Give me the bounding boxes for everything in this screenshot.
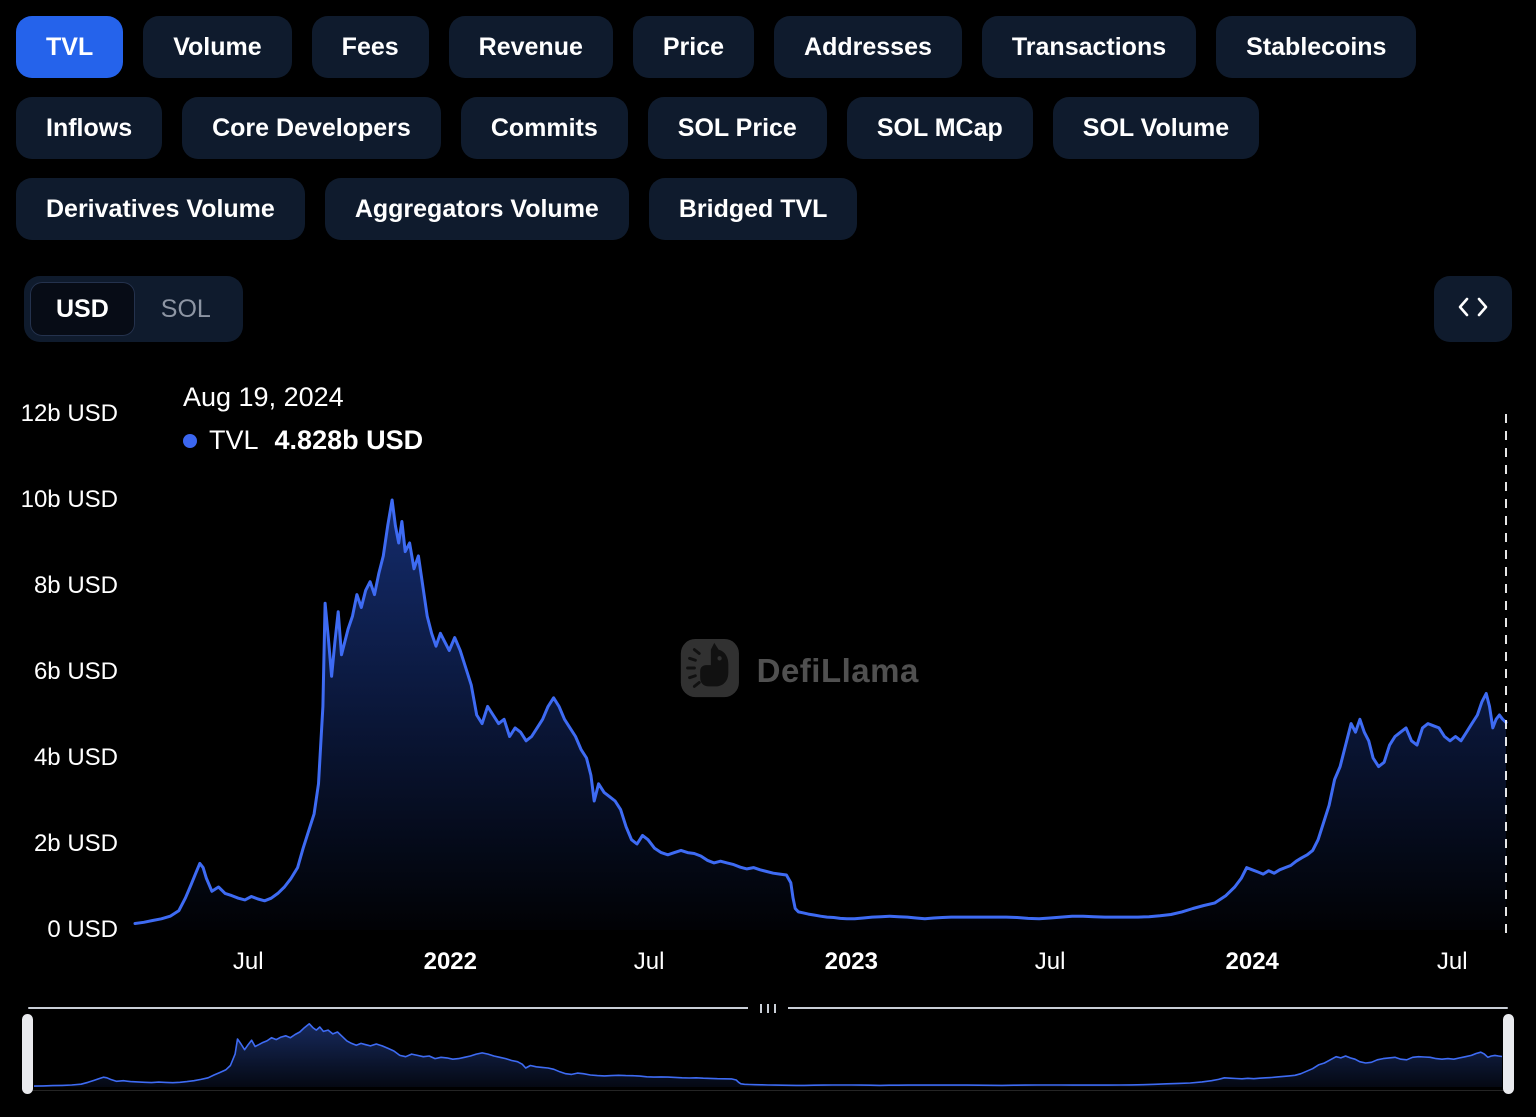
code-icon <box>1456 293 1490 326</box>
chart-navigator[interactable] <box>22 1002 1514 1094</box>
navigator-area-fill <box>34 1023 1502 1087</box>
y-tick-label: 4b USD <box>33 744 118 771</box>
tab-volume[interactable]: Volume <box>143 16 292 78</box>
tab-transactions[interactable]: Transactions <box>981 16 1197 78</box>
embed-chart-button[interactable] <box>1434 276 1512 342</box>
tvl-chart[interactable]: 0 USD 2b USD 4b USD 6b USD 8b USD 10b USD 12b … <box>0 382 1536 982</box>
tab-fees[interactable]: Fees <box>311 16 429 78</box>
x-tick-label: Jul <box>1034 948 1066 975</box>
watermark-text: DefiLlama <box>756 651 919 689</box>
tab-core-developers[interactable]: Core Developers <box>182 97 441 159</box>
navigator-line <box>33 1023 1503 1087</box>
tab-bridged-tvl[interactable]: Bridged TVL <box>648 178 858 240</box>
tab-stablecoins[interactable]: Stablecoins <box>1216 16 1417 78</box>
currency-option-sol[interactable]: SOL <box>160 295 211 323</box>
y-tick-label: 0 USD <box>47 916 118 943</box>
x-tick-label: 2023 <box>824 948 878 975</box>
x-tick-label: 2022 <box>423 948 477 975</box>
tvl-series-dot-icon <box>183 433 197 448</box>
tooltip-value: 4.828b USD <box>274 425 424 455</box>
currency-toggle: USD SOL <box>24 276 243 342</box>
defillama-watermark: DefiLlama <box>679 637 919 704</box>
defillama-llama-icon <box>679 637 741 704</box>
tab-sol-mcap[interactable]: SOL MCap <box>846 97 1033 159</box>
y-tick-label: 6b USD <box>33 658 118 685</box>
x-tick-label: Jul <box>633 948 665 975</box>
tooltip-series-row: TVL 4.828b USD <box>183 425 423 456</box>
navigator-grip-handle[interactable] <box>748 1002 788 1014</box>
navigator-right-handle[interactable] <box>1503 1014 1514 1094</box>
x-tick-label: Jul <box>232 948 264 975</box>
tab-price[interactable]: Price <box>632 16 755 78</box>
tooltip-date: Aug 19, 2024 <box>183 382 344 412</box>
tab-aggregators-volume[interactable]: Aggregators Volume <box>324 178 629 240</box>
x-tick-label: Jul <box>1436 948 1468 975</box>
y-tick-label: 2b USD <box>33 830 118 857</box>
tab-sol-volume[interactable]: SOL Volume <box>1052 97 1260 159</box>
tab-inflows[interactable]: Inflows <box>16 97 163 159</box>
currency-option-usd[interactable]: USD <box>30 282 135 336</box>
y-tick-label: 12b USD <box>20 400 118 427</box>
tab-revenue[interactable]: Revenue <box>448 16 613 78</box>
metric-tabs-row-1: TVL Volume Fees Revenue Price Addresses … <box>0 16 1536 78</box>
tab-derivatives-volume[interactable]: Derivatives Volume <box>16 178 305 240</box>
navigator-left-handle[interactable] <box>22 1014 33 1094</box>
tooltip-series-label: TVL <box>209 425 259 455</box>
tab-addresses[interactable]: Addresses <box>774 16 962 78</box>
chart-tooltip: Aug 19, 2024 TVL 4.828b USD <box>183 382 423 456</box>
x-tick-label: 2024 <box>1225 948 1279 975</box>
tab-sol-price[interactable]: SOL Price <box>647 97 827 159</box>
metric-tabs-row-2: Inflows Core Developers Commits SOL Pric… <box>0 97 1536 159</box>
tvl-line <box>133 498 1508 925</box>
tvl-area-fill <box>135 500 1506 930</box>
y-tick-label: 10b USD <box>20 486 118 513</box>
y-tick-label: 8b USD <box>33 572 118 599</box>
chart-controls: USD SOL <box>0 276 1536 342</box>
metric-tabs-row-3: Derivatives Volume Aggregators Volume Br… <box>0 178 1536 240</box>
tab-commits[interactable]: Commits <box>460 97 628 159</box>
tab-tvl[interactable]: TVL <box>16 16 124 78</box>
